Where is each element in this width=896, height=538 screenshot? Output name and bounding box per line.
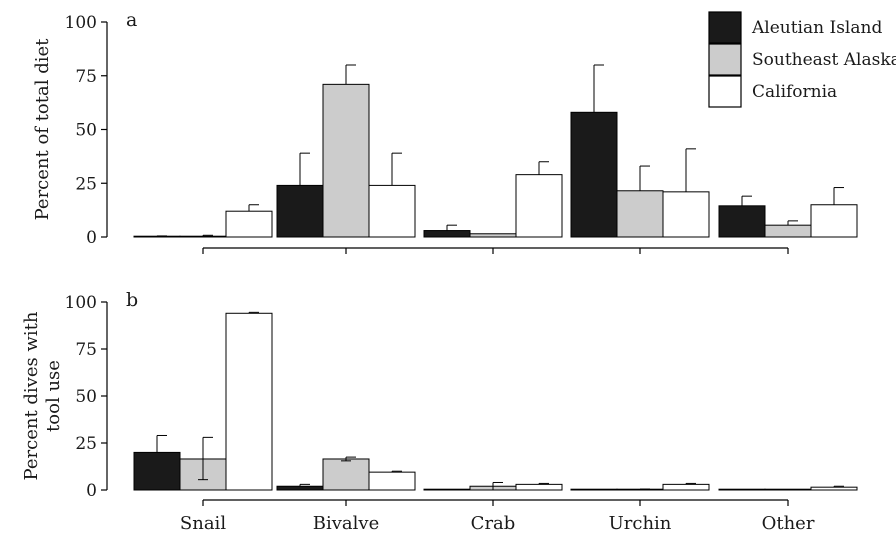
y-axis-label: Percent of total diet (32, 38, 53, 221)
bar-california (810, 486, 858, 491)
bar-california (225, 210, 273, 238)
chart-panel-a: 0 25 50 75 100 Percent of total diet a Aleutian… (32, 9, 896, 254)
bar-california (810, 204, 858, 238)
bar-aleutian-island (718, 488, 766, 491)
bar-southeast-alaska (322, 458, 370, 491)
y-tick-label: 25 (75, 434, 97, 454)
bar-aleutian-island (570, 111, 618, 238)
x-tick-label: Other (762, 513, 815, 534)
legend-label: California (752, 82, 837, 102)
y-axis-label-line: Percent dives with (21, 311, 42, 480)
y-tick-label: 0 (86, 228, 97, 248)
legend: Aleutian Island Southeast Alaska Californi… (708, 11, 896, 108)
bar-california (225, 312, 273, 491)
bar-aleutian-island (133, 451, 181, 491)
bar-southeast-alaska (764, 224, 812, 238)
bar-southeast-alaska (764, 488, 812, 491)
bar-aleutian-island (276, 485, 324, 491)
legend-label: Southeast Alaska (752, 50, 896, 70)
x-tick-label: Snail (180, 513, 226, 534)
y-tick-label: 0 (86, 481, 97, 501)
x-tick-label: Crab (471, 513, 516, 534)
bar-california (368, 184, 416, 238)
y-tick-label: 50 (75, 387, 97, 407)
bar-california (515, 174, 563, 238)
bar-california (662, 191, 710, 238)
bar-aleutian-island (276, 184, 324, 238)
x-tick-label: Urchin (609, 513, 672, 534)
bar-southeast-alaska (616, 190, 664, 238)
x-tick-label: Bivalve (313, 513, 379, 534)
bar-southeast-alaska (469, 233, 517, 238)
y-tick-label: 75 (75, 340, 97, 360)
y-tick-label: 50 (75, 121, 97, 141)
bar-aleutian-island (423, 488, 471, 491)
bar-california (368, 471, 416, 491)
bar-california (515, 483, 563, 491)
legend-swatch (708, 75, 742, 108)
bar-aleutian-island (423, 230, 471, 238)
legend-label: Aleutian Island (751, 18, 882, 38)
panel-label: b (126, 289, 138, 311)
y-tick-label: 100 (65, 293, 97, 313)
y-axis-label-line: tool use (43, 360, 64, 432)
legend-swatch (708, 11, 742, 44)
bar-aleutian-island (718, 205, 766, 238)
panel-label: a (126, 9, 137, 31)
y-tick-label: 100 (65, 13, 97, 33)
legend-swatch (708, 43, 742, 76)
bar-aleutian-island (570, 488, 618, 491)
bar-southeast-alaska (322, 83, 370, 238)
y-axis-label: Percent dives withtool use (21, 311, 64, 480)
bar-california (662, 483, 710, 491)
y-tick-label: 75 (75, 67, 97, 87)
y-tick-label: 25 (75, 174, 97, 194)
